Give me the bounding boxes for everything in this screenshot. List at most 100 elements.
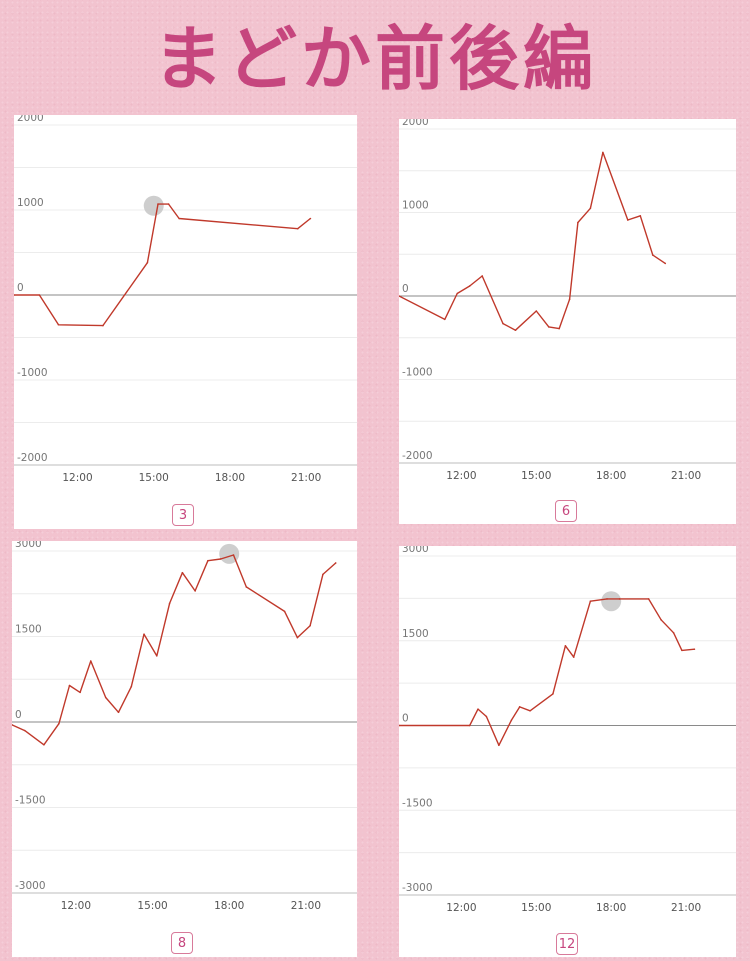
data-point <box>502 322 504 325</box>
highlight-marker <box>219 543 240 564</box>
y-tick-label: 0 <box>402 283 409 295</box>
data-point <box>672 632 675 634</box>
data-point <box>167 203 170 205</box>
data-point <box>104 696 107 699</box>
data-point <box>322 573 324 576</box>
data-point <box>181 571 184 574</box>
chart-svg: 2000 1000 0 -1000 -2000 12:00 15:00 18:00 21:00 <box>399 119 736 482</box>
chart-panel-8: 3000 1500 0 -1500 -3000 12:00 15:00 18:00 21:00 8 <box>12 541 357 957</box>
data-point <box>568 298 571 301</box>
data-point <box>639 215 642 217</box>
data-point <box>468 724 471 727</box>
y-tick-label: 0 <box>402 713 409 725</box>
data-point <box>558 327 560 330</box>
data-point <box>68 684 71 687</box>
series-line <box>14 203 311 327</box>
data-point <box>510 719 513 722</box>
data-point <box>518 706 521 708</box>
data-point <box>481 275 484 277</box>
data-point <box>143 633 145 636</box>
y-tick-label: 2000 <box>402 119 429 128</box>
data-point <box>219 558 222 560</box>
data-point <box>693 648 696 651</box>
data-point <box>232 554 235 556</box>
data-point <box>552 693 554 695</box>
x-tick-label: 15:00 <box>139 472 169 484</box>
data-point <box>399 724 400 727</box>
data-point <box>130 685 133 688</box>
data-point <box>207 559 209 562</box>
data-point <box>664 262 667 265</box>
series-line <box>399 151 666 331</box>
y-tick-label: 0 <box>15 709 22 721</box>
data-point <box>660 619 662 621</box>
chart-label-badge: 8 <box>171 932 193 954</box>
page-title: まどか前後編 <box>153 18 597 100</box>
data-point <box>577 221 579 224</box>
x-tick-label: 18:00 <box>596 902 626 914</box>
data-point <box>157 203 159 205</box>
data-point <box>627 219 629 221</box>
data-point <box>58 722 60 725</box>
x-tick-label: 21:00 <box>291 472 321 484</box>
y-tick-label: 0 <box>17 282 24 294</box>
data-point <box>468 285 471 287</box>
y-tick-label: -2000 <box>402 450 433 462</box>
x-tick-label: 12:00 <box>61 900 91 912</box>
x-tick-label: 18:00 <box>214 900 244 912</box>
chart-label-badge: 3 <box>172 504 194 526</box>
data-point <box>194 590 196 592</box>
data-point <box>117 711 120 714</box>
data-point <box>245 586 248 588</box>
x-tick-label: 12:00 <box>446 902 476 914</box>
data-point <box>334 562 337 564</box>
chart-svg: 3000 1500 0 -1500 -3000 12:00 15:00 18:00 21:00 <box>12 541 357 912</box>
data-point <box>572 656 575 658</box>
data-point <box>178 217 180 220</box>
x-tick-label: 12:00 <box>62 472 92 484</box>
y-tick-label: 1500 <box>402 628 429 640</box>
series-line <box>12 554 337 746</box>
data-point <box>38 294 41 296</box>
data-point <box>12 724 13 726</box>
y-tick-label: -3000 <box>402 882 433 894</box>
y-tick-label: -1500 <box>15 795 46 807</box>
data-point <box>681 649 683 652</box>
data-point <box>89 660 92 662</box>
chart-svg: 3000 1500 0 -1500 -3000 12:00 15:00 18:00 21:00 <box>399 546 736 914</box>
x-tick-label: 15:00 <box>137 900 167 912</box>
data-point <box>399 295 400 297</box>
data-point <box>43 744 45 746</box>
y-tick-label: -1500 <box>402 797 433 809</box>
chart-panel-3: 2000 1000 0 -1000 -2000 12:00 15:00 18:00 21:00 3 <box>14 115 357 529</box>
data-point <box>602 151 604 154</box>
chart-panel-12: 3000 1500 0 -1500 -3000 12:00 15:00 18:00 21:00 1… <box>399 546 736 957</box>
data-point <box>456 292 459 295</box>
y-tick-label: 3000 <box>402 546 429 555</box>
y-tick-label: 1000 <box>402 200 429 212</box>
data-point <box>589 600 592 602</box>
chart-panel-6: 2000 1000 0 -1000 -2000 12:00 15:00 18:00 21:00 6 <box>399 119 736 524</box>
data-point <box>498 744 500 747</box>
data-point <box>618 598 621 600</box>
data-point <box>485 715 488 718</box>
x-tick-label: 15:00 <box>521 470 551 482</box>
chart-label-badge: 6 <box>555 500 577 522</box>
data-point <box>647 598 650 600</box>
x-tick-label: 18:00 <box>596 470 626 482</box>
y-tick-label: 3000 <box>15 541 42 550</box>
highlight-marker <box>143 195 164 216</box>
data-point <box>589 207 592 210</box>
highlight-marker <box>601 591 622 612</box>
y-tick-label: -3000 <box>15 880 46 892</box>
y-tick-label: 1500 <box>15 624 42 636</box>
data-point <box>651 254 654 256</box>
data-point <box>14 294 15 296</box>
chart-label-badge: 12 <box>556 933 578 955</box>
data-point <box>547 326 550 328</box>
data-point <box>535 310 538 312</box>
y-tick-label: -2000 <box>17 452 48 464</box>
data-point <box>146 261 149 264</box>
data-point <box>309 624 311 627</box>
data-point <box>296 227 299 230</box>
